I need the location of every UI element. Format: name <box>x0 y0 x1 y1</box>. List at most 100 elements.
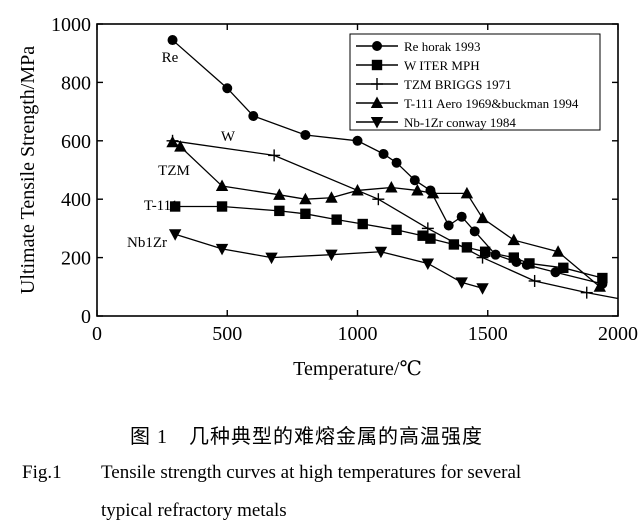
data-point <box>222 83 233 94</box>
legend-marker <box>372 41 382 51</box>
data-point <box>215 179 229 192</box>
legend-label: Nb-1Zr conway 1984 <box>404 115 516 130</box>
x-tick-label: 2000 <box>598 323 638 345</box>
data-point <box>417 230 428 241</box>
legend-item: Nb-1Zr conway 1984 <box>356 115 516 130</box>
data-point <box>461 242 473 253</box>
data-point <box>374 246 388 259</box>
y-tick-label: 800 <box>61 72 91 94</box>
data-point <box>357 218 368 230</box>
data-point <box>455 277 468 289</box>
legend-label: T-111 Aero 1969&buckman 1994 <box>404 96 579 111</box>
curve-label: Nb1Zr <box>127 235 167 251</box>
data-point <box>456 211 467 222</box>
data-point <box>300 208 311 219</box>
data-point <box>351 183 364 196</box>
data-point <box>597 272 608 284</box>
data-point <box>215 243 229 256</box>
series-t-111 <box>166 135 606 292</box>
legend-marker <box>371 59 383 71</box>
data-point <box>167 35 178 46</box>
data-point <box>325 249 338 262</box>
x-tick-label: 1500 <box>468 323 508 345</box>
data-point <box>174 140 187 152</box>
legend: Re horak 1993 W ITER MPH TZM BRIGGS 1971 T-… <box>349 33 601 131</box>
data-point <box>550 267 561 278</box>
data-point <box>372 193 385 206</box>
data-point <box>248 110 259 121</box>
curve-label: T-111 <box>144 198 178 214</box>
legend-item: Re horak 1993 <box>356 39 481 54</box>
figure-caption-english-line-2: typical refractory metals <box>101 500 287 521</box>
y-axis-title: Ultimate Tensile Strength/MPa <box>17 46 39 294</box>
data-point <box>476 283 489 295</box>
data-point <box>268 149 281 162</box>
data-point <box>508 252 519 263</box>
data-point <box>580 286 593 299</box>
data-point <box>378 148 389 159</box>
data-point <box>558 262 569 274</box>
data-point <box>476 211 489 224</box>
x-tick-label: 500 <box>212 323 242 345</box>
series-re <box>167 35 608 289</box>
x-tick-label: 0 <box>92 323 102 345</box>
series-nb1zr <box>168 229 489 295</box>
data-point <box>421 258 435 270</box>
data-point <box>391 224 402 236</box>
legend-marker <box>370 96 384 108</box>
series-w <box>169 201 608 284</box>
data-point <box>469 226 480 237</box>
series-line <box>174 233 483 289</box>
data-point <box>448 239 460 250</box>
data-point <box>507 233 520 246</box>
data-point <box>460 186 474 199</box>
data-point <box>490 249 501 260</box>
data-point <box>265 252 278 265</box>
data-point <box>426 186 440 199</box>
data-point <box>300 129 311 140</box>
data-point <box>216 201 228 212</box>
data-point <box>325 191 338 203</box>
data-point <box>421 222 434 235</box>
data-point <box>528 274 541 287</box>
data-point <box>166 135 179 148</box>
axes: 0 500 1000 1500 2000 0 200 400 600 800 1000 <box>51 14 638 345</box>
y-tick-label: 400 <box>61 189 91 211</box>
data-point <box>443 220 454 231</box>
data-point <box>169 201 181 212</box>
data-point <box>274 205 285 217</box>
series-line <box>172 141 601 288</box>
data-point <box>352 135 363 146</box>
legend-item: W ITER MPH <box>356 58 480 73</box>
y-tick-label: 600 <box>61 131 91 153</box>
chart: 0 500 1000 1500 2000 0 200 400 600 800 1000 Re W TZM… <box>17 14 638 380</box>
series-line <box>172 140 619 300</box>
legend-label: W ITER MPH <box>404 58 480 73</box>
data-point <box>551 245 565 257</box>
data-point <box>168 229 182 241</box>
figure-number: Fig.1 <box>22 462 62 483</box>
legend-marker <box>370 117 384 129</box>
legend-item: T-111 Aero 1969&buckman 1994 <box>356 96 579 111</box>
legend-box <box>349 33 601 131</box>
data-point <box>593 280 606 292</box>
data-point <box>479 246 491 257</box>
data-point <box>411 183 424 196</box>
curve-labels: Re W TZM T-111 Nb1Zr <box>127 50 236 251</box>
legend-marker <box>371 78 383 90</box>
data-point <box>273 188 286 200</box>
data-point <box>385 181 398 193</box>
data-point <box>524 258 535 269</box>
data-point <box>331 214 342 225</box>
figure-caption-english-line-1: Tensile strength curves at high temperat… <box>101 462 522 483</box>
legend-item: TZM BRIGGS 1971 <box>356 77 512 92</box>
data-point <box>425 233 436 244</box>
x-tick-label: 1000 <box>338 323 378 345</box>
figure-caption-chinese: 图 1 几种典型的难熔金属的高温强度 <box>130 426 483 448</box>
curve-label: TZM <box>158 163 190 179</box>
y-tick-label: 200 <box>61 248 91 270</box>
x-axis-title: Temperature/℃ <box>293 358 422 380</box>
data-point <box>299 192 312 205</box>
series-layer <box>166 35 619 300</box>
y-tick-label: 0 <box>81 306 91 328</box>
